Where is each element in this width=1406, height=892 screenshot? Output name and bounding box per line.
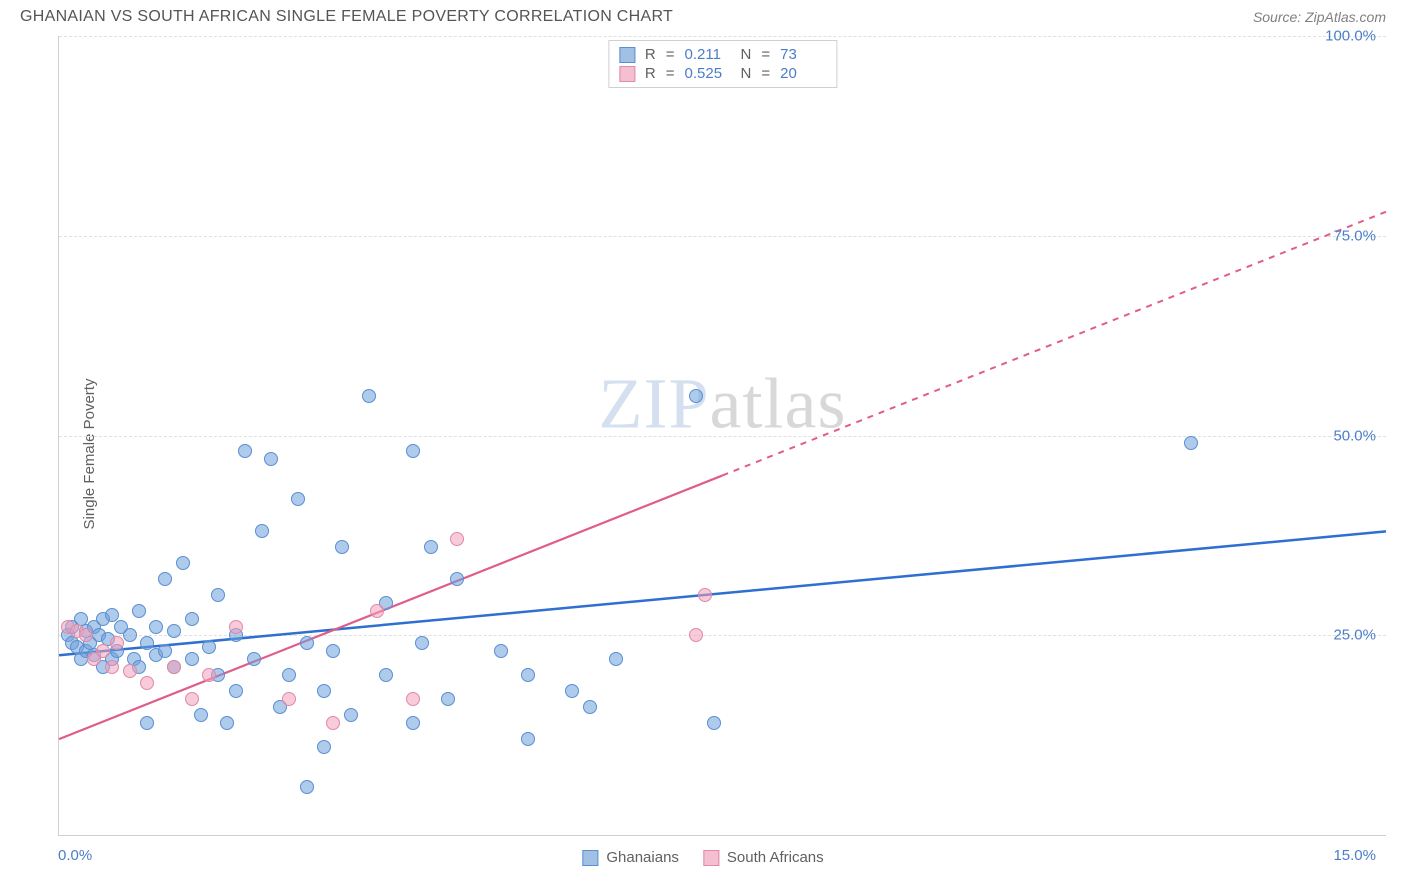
y-tick-label: 75.0%: [1333, 227, 1376, 244]
scatter-point: [185, 652, 199, 666]
scatter-point: [335, 540, 349, 554]
scatter-point: [96, 644, 110, 658]
scatter-point: [415, 636, 429, 650]
x-tick-max: 15.0%: [1333, 847, 1376, 864]
scatter-point: [344, 708, 358, 722]
y-tick-label: 50.0%: [1333, 427, 1376, 444]
legend-item-south-africans: South Africans: [703, 849, 824, 866]
scatter-point: [167, 660, 181, 674]
square-icon: [703, 850, 719, 866]
trend-lines-layer: [59, 36, 1386, 835]
scatter-point: [521, 732, 535, 746]
stats-legend: R= 0.211 N= 73 R= 0.525 N= 20: [608, 40, 837, 88]
scatter-point: [441, 692, 455, 706]
scatter-point: [698, 588, 712, 602]
y-tick-label: 100.0%: [1325, 28, 1376, 45]
scatter-point: [565, 684, 579, 698]
scatter-point: [158, 572, 172, 586]
scatter-point: [211, 588, 225, 602]
scatter-point: [379, 668, 393, 682]
scatter-point: [406, 716, 420, 730]
scatter-point: [194, 708, 208, 722]
scatter-point: [583, 700, 597, 714]
scatter-point: [185, 692, 199, 706]
scatter-point: [1184, 436, 1198, 450]
scatter-point: [326, 716, 340, 730]
legend-label: South Africans: [727, 849, 824, 866]
scatter-point: [370, 604, 384, 618]
square-icon: [582, 850, 598, 866]
scatter-point: [689, 389, 703, 403]
square-icon: [619, 47, 635, 63]
scatter-point: [140, 676, 154, 690]
scatter-point: [326, 644, 340, 658]
scatter-point: [707, 716, 721, 730]
legend-item-ghanaians: Ghanaians: [582, 849, 679, 866]
scatter-point: [406, 444, 420, 458]
scatter-point: [494, 644, 508, 658]
scatter-point: [264, 452, 278, 466]
scatter-point: [450, 532, 464, 546]
chart-container: Single Female Poverty ZIPatlas R= 0.211 …: [20, 36, 1386, 872]
scatter-point: [176, 556, 190, 570]
scatter-point: [255, 524, 269, 538]
stats-row-south-africans: R= 0.525 N= 20: [619, 64, 826, 83]
scatter-point: [291, 492, 305, 506]
scatter-point: [202, 640, 216, 654]
scatter-point: [220, 716, 234, 730]
scatter-point: [300, 780, 314, 794]
scatter-point: [247, 652, 261, 666]
scatter-point: [317, 740, 331, 754]
scatter-point: [185, 612, 199, 626]
header: GHANAIAN VS SOUTH AFRICAN SINGLE FEMALE …: [0, 0, 1406, 30]
scatter-point: [521, 668, 535, 682]
scatter-point: [406, 692, 420, 706]
scatter-point: [79, 628, 93, 642]
y-tick-label: 25.0%: [1333, 627, 1376, 644]
scatter-point: [300, 636, 314, 650]
scatter-point: [229, 620, 243, 634]
scatter-point: [424, 540, 438, 554]
stats-row-ghanaians: R= 0.211 N= 73: [619, 45, 826, 64]
scatter-point: [158, 644, 172, 658]
scatter-point: [229, 684, 243, 698]
scatter-point: [149, 620, 163, 634]
series-legend: Ghanaians South Africans: [582, 849, 823, 866]
scatter-point: [105, 660, 119, 674]
square-icon: [619, 66, 635, 82]
scatter-point: [140, 716, 154, 730]
scatter-point: [609, 652, 623, 666]
scatter-point: [689, 628, 703, 642]
scatter-point: [282, 668, 296, 682]
scatter-point: [123, 628, 137, 642]
scatter-point: [123, 664, 137, 678]
scatter-point: [110, 636, 124, 650]
scatter-point: [317, 684, 331, 698]
scatter-point: [282, 692, 296, 706]
scatter-point: [362, 389, 376, 403]
plot-area: ZIPatlas R= 0.211 N= 73 R= 0.525 N= 20 2…: [58, 36, 1386, 836]
page-title: GHANAIAN VS SOUTH AFRICAN SINGLE FEMALE …: [20, 8, 673, 26]
scatter-point: [132, 604, 146, 618]
x-tick-min: 0.0%: [58, 847, 92, 864]
scatter-point: [238, 444, 252, 458]
legend-label: Ghanaians: [606, 849, 679, 866]
source-label: Source: ZipAtlas.com: [1253, 9, 1386, 25]
scatter-point: [450, 572, 464, 586]
scatter-point: [202, 668, 216, 682]
scatter-point: [167, 624, 181, 638]
